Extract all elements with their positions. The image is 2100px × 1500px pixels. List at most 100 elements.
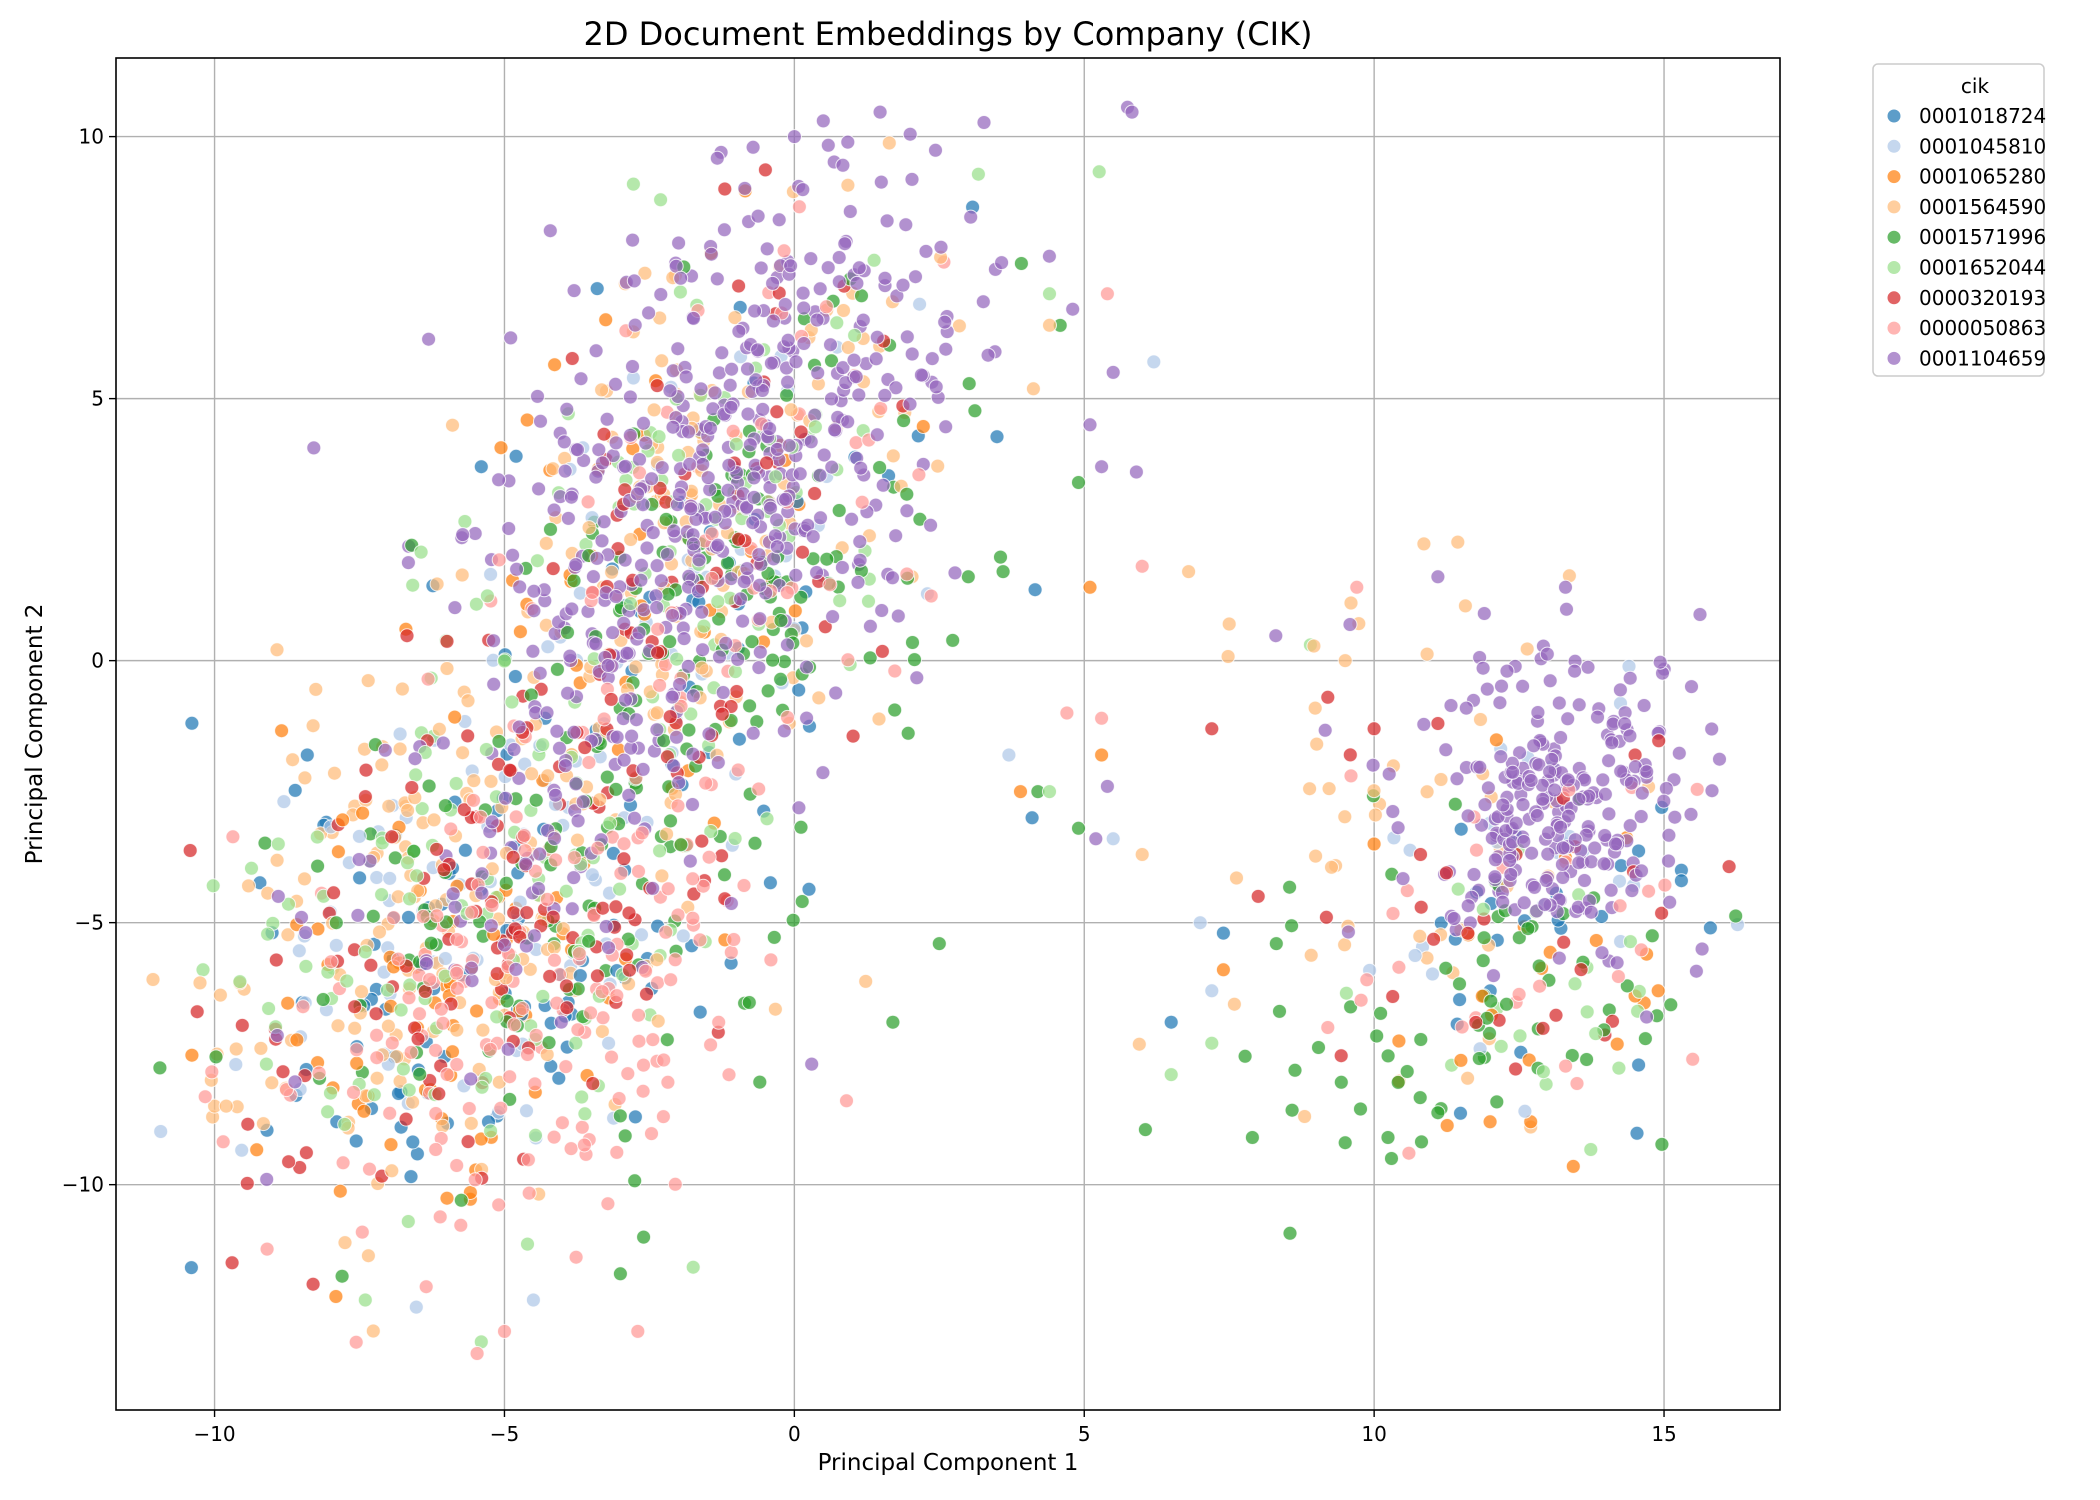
data-point (703, 824, 719, 839)
data-point (834, 560, 850, 575)
data-point (753, 260, 769, 276)
data-point (1287, 1062, 1303, 1078)
data-point (630, 1323, 646, 1339)
data-point (260, 926, 276, 942)
data-point (1439, 1118, 1455, 1133)
data-point (747, 835, 763, 851)
data-point (467, 526, 483, 541)
data-point (437, 798, 453, 814)
data-point (205, 878, 221, 894)
data-point (608, 435, 624, 451)
data-point (670, 907, 686, 923)
data-point (1612, 682, 1628, 698)
data-point (1413, 1032, 1429, 1047)
data-point (566, 283, 582, 299)
data-point (721, 457, 737, 473)
data-point (1567, 832, 1583, 848)
data-point (1515, 678, 1531, 694)
data-point (1452, 992, 1468, 1008)
data-point (671, 775, 687, 791)
data-point (1535, 1064, 1551, 1080)
data-point (380, 982, 395, 998)
data-point (384, 1163, 400, 1179)
data-point (1124, 104, 1140, 120)
data-point (540, 639, 556, 655)
data-point (1163, 1014, 1179, 1030)
data-point (792, 466, 808, 482)
data-point (994, 255, 1010, 271)
legend-box (1872, 63, 2045, 377)
data-point (763, 952, 779, 968)
data-point (791, 682, 807, 698)
data-point (1380, 1048, 1396, 1064)
data-point (812, 281, 828, 297)
data-point (771, 212, 787, 228)
data-point (1306, 638, 1322, 654)
y-axis-label: Principal Component 2 (22, 604, 48, 865)
data-point (457, 514, 473, 529)
data-point (502, 762, 518, 778)
data-point (1547, 782, 1562, 798)
data-point (431, 1086, 447, 1102)
data-point (596, 426, 612, 442)
data-point (669, 729, 684, 745)
data-point (1472, 759, 1488, 775)
data-point (799, 633, 814, 649)
data-point (1644, 928, 1660, 944)
data-point (691, 583, 706, 599)
data-point (905, 635, 920, 650)
axis-ticks: −10 −5 0 5 10 15 −10 −5 0 5 10 (62, 125, 1677, 1446)
data-point (1204, 1035, 1220, 1051)
data-point (508, 961, 524, 977)
legend-entry: 0001045810 (1886, 134, 2046, 158)
data-point (350, 907, 366, 923)
data-point (356, 1103, 372, 1119)
data-point (1433, 772, 1449, 787)
data-point (549, 723, 565, 739)
data-point (1654, 1136, 1670, 1152)
data-point (1324, 859, 1339, 875)
data-point (542, 968, 558, 984)
legend-label: 0001065280 (1919, 165, 2046, 189)
data-point (431, 721, 447, 737)
data-point (659, 1032, 675, 1048)
data-point (619, 947, 635, 963)
data-point (418, 956, 434, 971)
data-point (877, 270, 893, 286)
data-point (780, 374, 796, 390)
data-point (281, 896, 296, 912)
data-point (508, 809, 524, 825)
data-point (598, 919, 614, 934)
data-point (911, 467, 927, 483)
data-point (616, 752, 632, 768)
data-point (1548, 1007, 1564, 1023)
data-point (1215, 962, 1231, 978)
data-point (709, 271, 725, 287)
data-point (1689, 781, 1705, 797)
data-point (1473, 712, 1488, 727)
data-point (1622, 728, 1638, 744)
data-point (621, 787, 637, 803)
data-point (727, 664, 743, 680)
data-point (755, 401, 771, 417)
data-point (1105, 364, 1121, 380)
data-point (497, 1323, 512, 1339)
data-point (297, 871, 312, 887)
data-point (551, 1070, 567, 1086)
data-point (923, 517, 939, 533)
data-point (1590, 709, 1605, 725)
data-point (636, 415, 651, 431)
data-point (563, 489, 579, 505)
data-point (608, 781, 624, 797)
data-point (443, 821, 459, 837)
data-point (652, 843, 668, 859)
data-point (639, 540, 655, 556)
data-point (850, 574, 866, 590)
data-point (723, 571, 739, 587)
data-point (779, 387, 795, 403)
data-point (750, 342, 766, 358)
data-point (631, 625, 647, 641)
data-point (249, 1142, 265, 1158)
data-point (531, 481, 547, 497)
data-point (418, 1279, 434, 1295)
